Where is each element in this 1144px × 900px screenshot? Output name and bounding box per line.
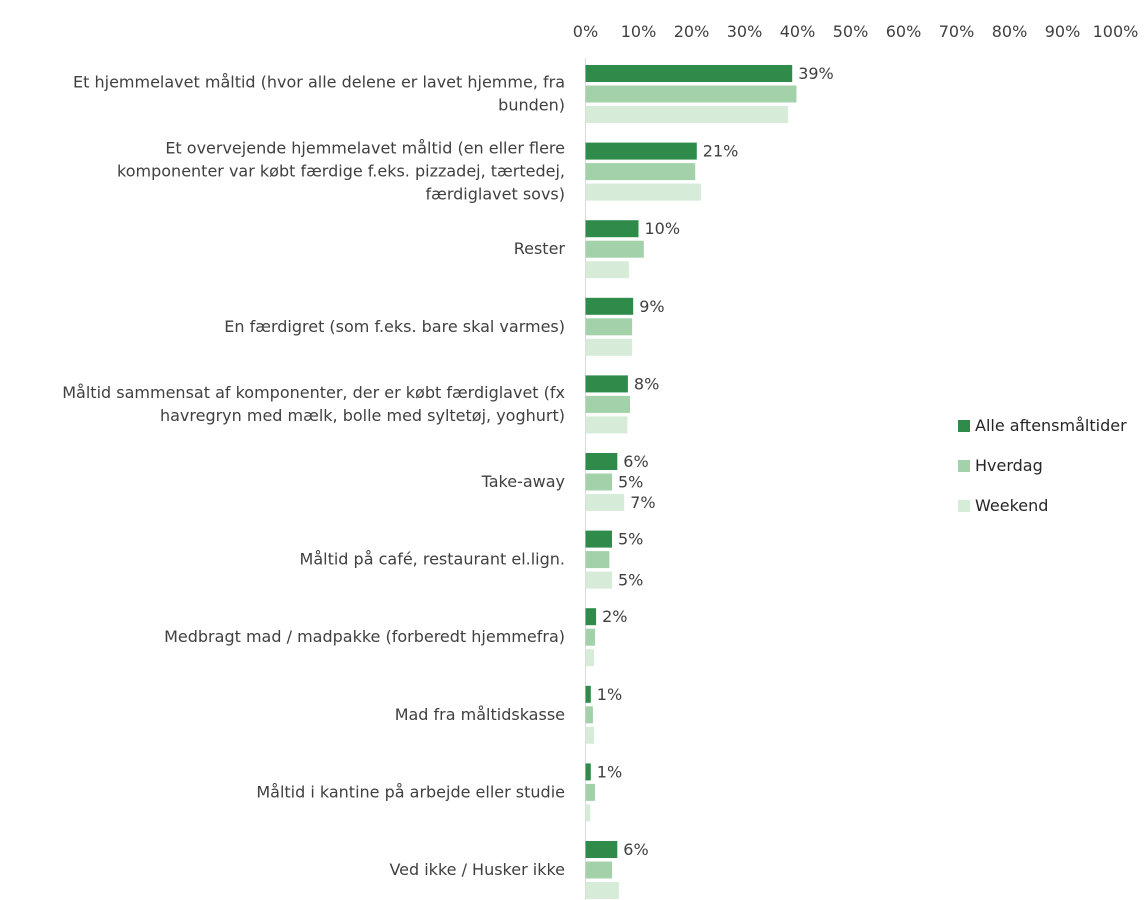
bar-all: [585, 375, 628, 393]
category-label-line: havregryn med mælk, bolle med syltetøj, …: [160, 406, 565, 425]
x-tick-label: 50%: [833, 22, 869, 41]
legend: Alle aftensmåltider Hverdag Weekend: [958, 416, 1127, 515]
bar-all: [585, 65, 793, 82]
data-label: 21%: [703, 142, 739, 161]
bar-weekday: [585, 706, 593, 724]
x-tick-label: 30%: [727, 22, 763, 41]
category-label: Et hjemmelavet måltid (hvor alle delene …: [73, 73, 565, 115]
category-label-line: Rester: [514, 239, 566, 258]
bar-weekday: [585, 861, 612, 879]
category-label-line: Mad fra måltidskasse: [395, 705, 565, 724]
bar-weekend: [585, 106, 788, 123]
category-label: Et overvejende hjemmelavet måltid (en el…: [117, 139, 565, 204]
bar-weekend: [585, 571, 612, 589]
x-tick-label: 40%: [780, 22, 816, 41]
category-label-line: færdiglavet sovs): [426, 185, 566, 204]
data-label: 2%: [602, 607, 627, 626]
category-labels: Et hjemmelavet måltid (hvor alle delene …: [62, 73, 565, 880]
data-label: 9%: [639, 297, 664, 316]
data-label: 5%: [618, 571, 643, 590]
bar-weekday: [585, 163, 696, 181]
bar-weekend: [585, 183, 702, 201]
category-label-line: bunden): [498, 96, 565, 115]
bar-weekday: [585, 318, 633, 336]
category-label-line: Et hjemmelavet måltid (hvor alle delene …: [73, 73, 565, 92]
bar-weekend: [585, 804, 591, 822]
bar-all: [585, 608, 597, 626]
category-label: Måltid på café, restaurant el.lign.: [300, 550, 565, 569]
x-axis-tick-labels: 0% 10% 20% 30% 40% 50% 60% 70% 80% 90% 100%: [573, 22, 1139, 41]
category-label: En færdigret (som f.eks. bare skal varme…: [224, 317, 565, 336]
x-tick-label: 0%: [573, 22, 598, 41]
bar-weekend: [585, 726, 594, 744]
bar-weekday: [585, 85, 797, 103]
bar-weekday: [585, 473, 612, 491]
bar-all: [585, 220, 639, 238]
data-label: 6%: [623, 840, 648, 859]
bar-weekend: [585, 261, 629, 279]
data-label: 1%: [597, 685, 622, 704]
data-label: 10%: [645, 219, 681, 238]
category-label: Medbragt mad / madpakke (forberedt hjemm…: [164, 627, 565, 646]
x-tick-label: 20%: [674, 22, 710, 41]
x-tick-label: 100%: [1093, 22, 1139, 41]
category-label-line: Måltid i kantine på arbejde eller studie: [256, 782, 565, 801]
bar-all: [585, 685, 591, 703]
legend-label: Hverdag: [975, 456, 1043, 475]
category-label-line: Ved ikke / Husker ikke: [389, 860, 565, 879]
data-label: 39%: [798, 64, 834, 83]
category-label-line: Medbragt mad / madpakke (forberedt hjemm…: [164, 627, 565, 646]
category-label: Mad fra måltidskasse: [395, 705, 565, 724]
bar-all: [585, 841, 618, 858]
bar-weekend: [585, 882, 619, 899]
bar-weekday: [585, 395, 631, 413]
category-label: Rester: [514, 239, 566, 258]
data-labels: 39%21%10%9%8%6%5%7%5%5%2%1%1%6%: [597, 64, 834, 859]
bar-weekend: [585, 649, 594, 667]
bar-weekend: [585, 494, 625, 511]
category-label-line: Måltid sammensat af komponenter, der er …: [62, 383, 565, 402]
bar-all: [585, 763, 591, 781]
bar-weekend: [585, 416, 628, 434]
bar-weekday: [585, 240, 644, 258]
x-tick-label: 10%: [621, 22, 657, 41]
bars: [585, 65, 797, 899]
x-tick-label: 70%: [939, 22, 975, 41]
legend-label: Alle aftensmåltider: [975, 416, 1127, 435]
x-tick-label: 90%: [1045, 22, 1081, 41]
data-label: 5%: [618, 530, 643, 549]
bar-all: [585, 297, 634, 315]
data-label: 5%: [618, 473, 643, 492]
bar-weekday: [585, 551, 610, 569]
category-label: Måltid i kantine på arbejde eller studie: [256, 782, 565, 801]
category-label: Take-away: [481, 472, 565, 491]
category-label: Måltid sammensat af komponenter, der er …: [62, 383, 565, 425]
x-tick-label: 60%: [886, 22, 922, 41]
bar-weekend: [585, 338, 633, 356]
x-tick-label: 80%: [992, 22, 1028, 41]
bar-all: [585, 142, 697, 160]
category-label-line: Et overvejende hjemmelavet måltid (en el…: [165, 139, 565, 158]
category-label-line: Måltid på café, restaurant el.lign.: [300, 550, 565, 569]
legend-label: Weekend: [975, 496, 1048, 515]
legend-swatch: [958, 420, 970, 432]
category-label-line: En færdigret (som f.eks. bare skal varme…: [224, 317, 565, 336]
bar-all: [585, 530, 612, 548]
bar-weekday: [585, 783, 596, 801]
category-label-line: komponenter var købt færdige f.eks. pizz…: [117, 162, 565, 181]
data-label: 6%: [623, 452, 648, 471]
category-label: Ved ikke / Husker ikke: [389, 860, 565, 879]
data-label: 1%: [597, 762, 622, 781]
legend-swatch: [958, 500, 970, 512]
bar-weekday: [585, 628, 596, 646]
bar-all: [585, 453, 618, 470]
data-label: 8%: [634, 374, 659, 393]
legend-swatch: [958, 460, 970, 472]
category-label-line: Take-away: [481, 472, 565, 491]
data-label: 7%: [630, 493, 655, 512]
